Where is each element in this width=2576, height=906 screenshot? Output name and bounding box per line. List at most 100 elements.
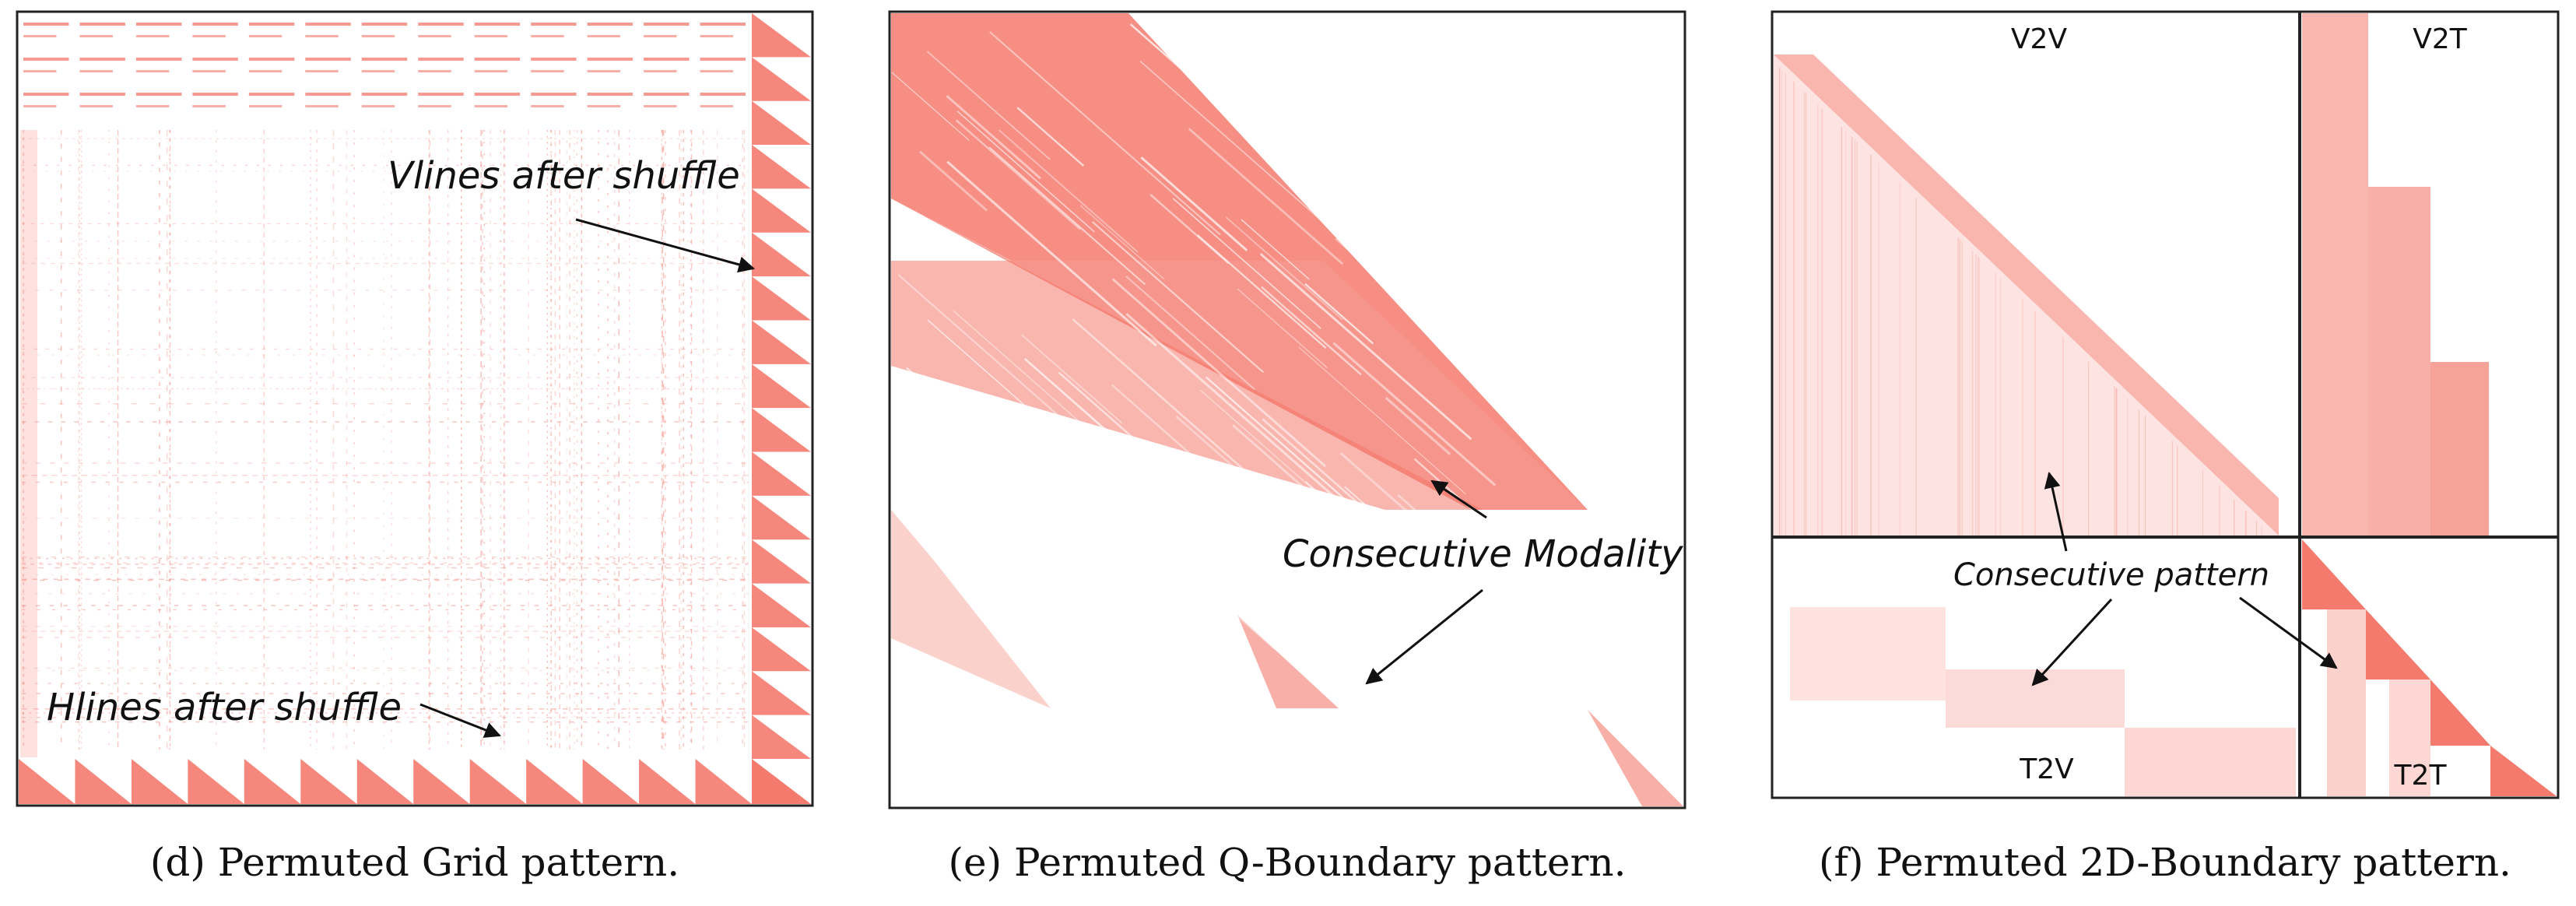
panel-d-pattern	[19, 13, 811, 804]
qb-streak	[1085, 482, 1276, 651]
grid-top-dash	[418, 23, 464, 26]
grid-top-dash	[418, 105, 451, 107]
grid-top-dash	[644, 58, 690, 61]
qb-streak	[1259, 252, 1472, 441]
grid-right-triangle	[752, 583, 811, 627]
grid-top-dash	[474, 70, 508, 72]
qb-streak	[1397, 493, 1567, 644]
qb-streak	[1205, 376, 1404, 551]
grid-top-dash	[305, 23, 351, 26]
grid-bottom-triangle	[526, 759, 583, 804]
grid-top-dash	[418, 70, 451, 72]
qb-streak	[1364, 33, 1560, 206]
grid-top-dash	[587, 70, 621, 72]
grid-top-dash	[531, 93, 577, 96]
panel-e-pattern	[891, 13, 1683, 806]
grid-top-dash	[192, 58, 238, 61]
qb-streak	[1140, 156, 1248, 251]
grid-top-dash	[79, 70, 113, 72]
grid-top-dash	[587, 105, 621, 107]
grid-top-dash	[192, 35, 226, 37]
t2t-step-4	[2490, 746, 2557, 796]
grid-top-dash	[248, 93, 295, 96]
panel-e-arrow-upper	[1430, 479, 1487, 519]
panel-d-hlines-arrow	[419, 703, 501, 738]
panel-e: Consecutive Modality (e) Permuted Q-Boun…	[888, 10, 1686, 885]
qb-streak	[1172, 198, 1321, 329]
qb-streak	[897, 472, 1075, 629]
qb-streak	[998, 129, 1139, 253]
qb-streak	[1304, 480, 1487, 641]
grid-top-dash	[418, 35, 451, 37]
panel-f-arrow-t2v	[2031, 598, 2113, 687]
panel-f-quadrant-v2t: V2T	[2413, 23, 2468, 55]
qb-streak	[1111, 384, 1291, 543]
panel-d: Vlines after shuffle Hlines after shuffl…	[16, 10, 814, 885]
qb-streak	[946, 95, 1041, 180]
qb-streak	[1262, 34, 1447, 198]
qb-streak	[1385, 396, 1451, 455]
grid-right-triangle	[752, 276, 811, 321]
grid-right-triangle	[752, 320, 811, 364]
panel-f-caption: (f) Permuted 2D-Boundary pattern.	[1819, 840, 2511, 885]
qb-streak	[1225, 216, 1343, 321]
qb-streak	[926, 51, 1051, 160]
qb-streak	[1111, 278, 1327, 468]
grid-right-triangle	[752, 145, 811, 189]
panel-e-arrow-lower	[1365, 588, 1483, 685]
grid-top-dash	[135, 35, 170, 37]
grid-top-dash	[474, 105, 508, 107]
t2t-fill-2	[2389, 680, 2430, 796]
grid-right-triangle	[752, 671, 811, 715]
qb-streak	[988, 146, 1146, 286]
grid-top-dash	[361, 23, 408, 26]
qb-streak	[891, 72, 970, 141]
qb-streak	[1016, 107, 1085, 167]
grid-top-dash	[587, 35, 621, 37]
grid-top-dash	[248, 70, 283, 72]
grid-top-dash	[248, 23, 295, 26]
grid-bottom-triangle	[469, 759, 527, 804]
grid-top-dash	[192, 23, 238, 26]
grid-top-dash	[361, 35, 395, 37]
qb-streak	[1339, 451, 1535, 625]
qb-streak	[1374, 89, 1497, 198]
grid-top-dash	[418, 58, 464, 61]
panel-d-hlines-label: Hlines after shuffle	[47, 686, 402, 729]
panel-e-caption: (e) Permuted Q-Boundary pattern.	[949, 840, 1627, 885]
grid-top-dash	[305, 35, 339, 37]
grid-top-dash	[700, 93, 746, 96]
grid-top-dash	[79, 35, 113, 37]
grid-bottom-triangle	[131, 759, 188, 804]
grid-right-triangle	[752, 57, 811, 101]
qb-streak	[1311, 156, 1418, 251]
grid-top-dash	[531, 58, 577, 61]
grid-bottom-triangle	[356, 759, 414, 804]
panel-f-quadrant-t2t: T2T	[2394, 760, 2448, 792]
grid-top-dash	[305, 58, 351, 61]
grid-top-dash	[79, 58, 125, 61]
t2v-band-3	[2125, 728, 2296, 796]
grid-top-dash	[248, 105, 283, 107]
grid-top-dash	[644, 35, 677, 37]
grid-top-dash	[192, 105, 226, 107]
grid-right-triangle	[752, 539, 811, 584]
qb-streak	[946, 160, 1157, 347]
panel-f-arrow-t2t	[2239, 596, 2338, 669]
t2v-band-2	[1946, 669, 2125, 728]
grid-top-dash	[135, 70, 170, 72]
grid-top-dash	[361, 58, 408, 61]
grid-top-dash	[192, 70, 226, 72]
qb-streak	[1401, 286, 1520, 391]
qb-streak	[927, 319, 1065, 441]
t2t-step-3	[2430, 680, 2490, 746]
t2t-fill-1	[2327, 609, 2366, 796]
grid-top-dash	[23, 23, 69, 26]
grid-top-dash	[305, 93, 351, 96]
qb-streak	[1206, 479, 1320, 580]
qb-streak	[1023, 357, 1216, 528]
qb-streak	[1433, 273, 1519, 349]
qb-streak	[1091, 221, 1265, 374]
grid-top-dash	[700, 105, 733, 107]
qb-streak	[1067, 429, 1159, 511]
